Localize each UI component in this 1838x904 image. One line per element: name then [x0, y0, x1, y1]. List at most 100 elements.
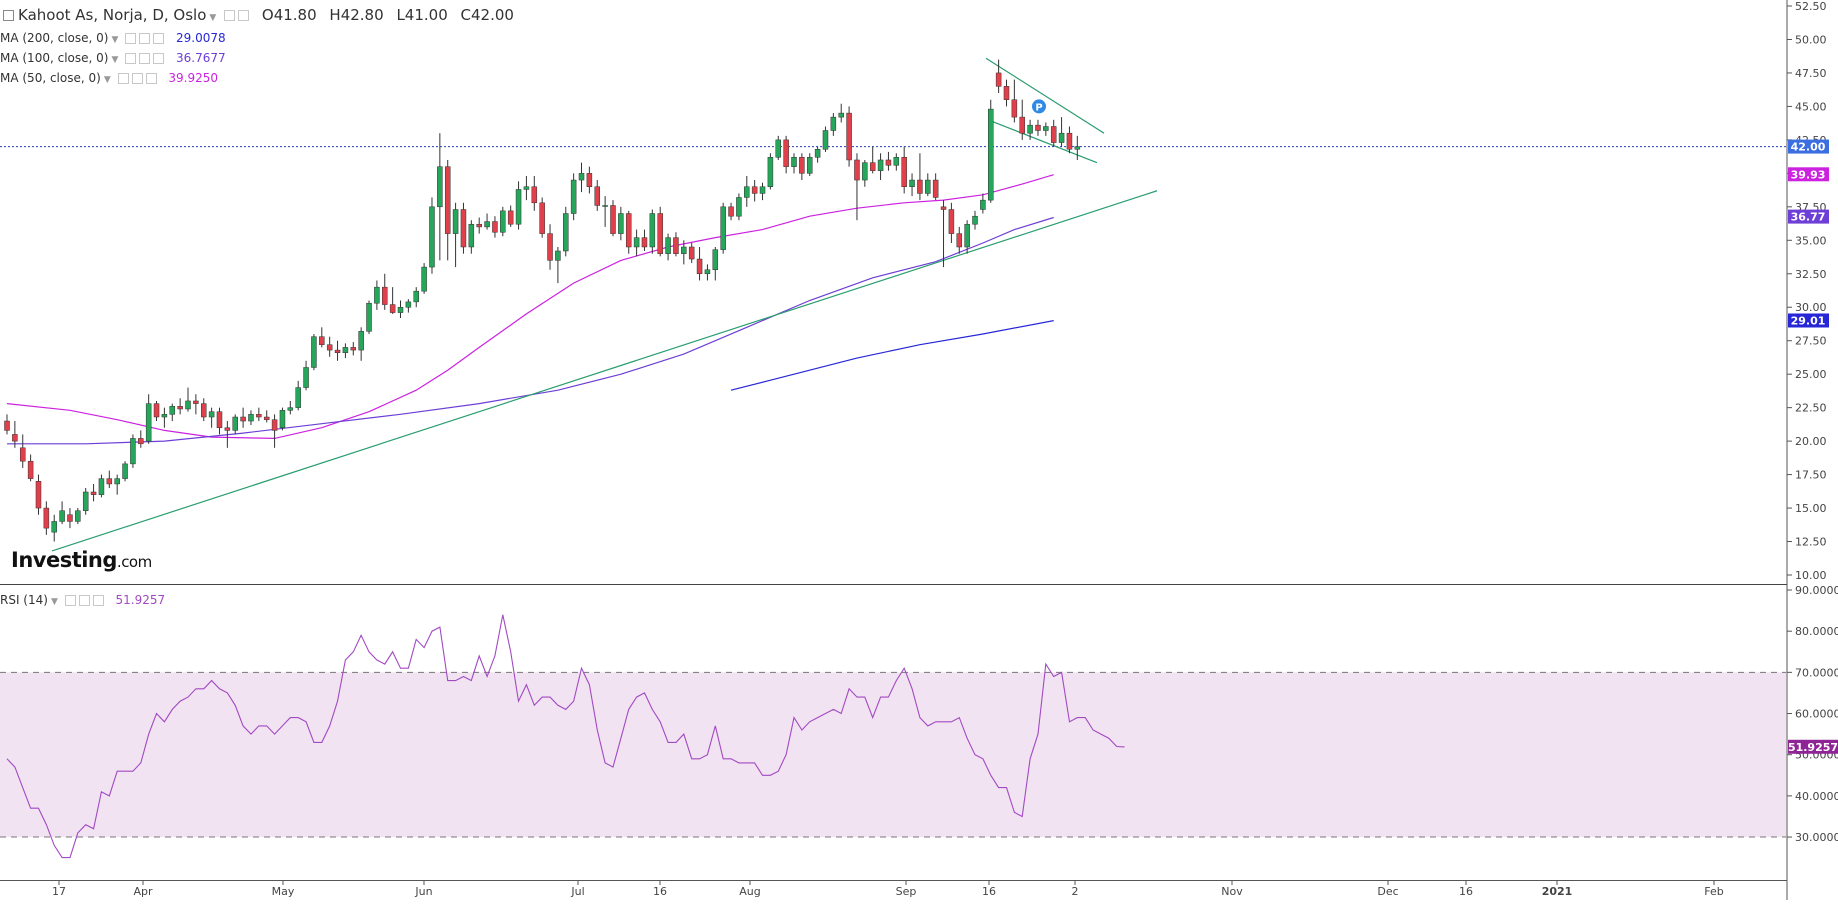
eye-icon[interactable]	[64, 595, 76, 606]
eye-icon[interactable]	[125, 53, 137, 64]
candle-body	[484, 221, 490, 228]
candle-body	[822, 130, 829, 150]
candle-body	[421, 266, 427, 292]
pattern-marker-icon	[1032, 99, 1046, 114]
candle-body	[271, 419, 278, 431]
candle-body	[75, 510, 81, 522]
candle-body	[649, 213, 656, 248]
chevron-down-icon[interactable]: ▼	[111, 35, 119, 45]
candle-body	[712, 249, 719, 270]
candle-body	[744, 186, 750, 198]
wedge-lower-line	[987, 119, 1098, 164]
close-icon[interactable]	[145, 73, 157, 84]
candle-body	[114, 478, 120, 485]
candle-body	[476, 223, 482, 228]
ma50-legend: MA (50, close, 0) ▼ 39.9250	[0, 71, 218, 85]
candle-body	[673, 237, 679, 254]
ma100-legend: MA (100, close, 0) ▼ 36.7677	[0, 51, 226, 65]
time-tick-label: 16	[1459, 885, 1473, 898]
time-tick-label: Jul	[570, 885, 584, 898]
close-icon[interactable]	[153, 53, 165, 64]
time-tick-label: 16	[982, 885, 996, 898]
rsi-badge	[1788, 739, 1838, 754]
candle-body	[657, 213, 663, 254]
settings-icon[interactable]	[139, 53, 151, 64]
time-tick-label: 16	[653, 885, 667, 898]
candle-body	[43, 507, 50, 529]
settings-icon[interactable]	[238, 10, 250, 21]
candle-body	[35, 481, 42, 509]
candle-body	[232, 416, 238, 431]
candle-body	[570, 179, 577, 214]
price-tick-label: 32.50	[1795, 268, 1827, 281]
price-tick-label: 12.50	[1795, 536, 1827, 549]
rsi-tick-label: 40.0000	[1795, 790, 1838, 803]
close-icon[interactable]	[153, 33, 165, 44]
candle-body	[82, 491, 89, 511]
logo-brand: Investing	[11, 548, 117, 572]
candle-body	[901, 157, 907, 187]
chevron-down-icon[interactable]: ▼	[50, 597, 58, 607]
eye-icon[interactable]	[117, 73, 129, 84]
price-tick-label: 10.00	[1795, 569, 1827, 582]
rsi-tick-label: 70.0000	[1795, 666, 1838, 679]
chevron-down-icon[interactable]: ▼	[209, 13, 217, 23]
candle-body	[193, 400, 199, 404]
rsi-line	[6, 614, 1125, 859]
rsi-value: 51.9257	[115, 593, 166, 607]
time-tick-label: 2	[1072, 885, 1079, 898]
candle-body	[917, 179, 923, 194]
candle-body	[594, 186, 600, 206]
candle-body	[382, 286, 388, 305]
ma100-value: 36.7677	[176, 51, 226, 65]
candle-body	[374, 286, 380, 304]
price-badge-label: 29.01	[1791, 314, 1826, 327]
time-tick-label: Apr	[133, 885, 153, 898]
rsi-band	[0, 672, 1786, 838]
candle-body	[177, 406, 183, 410]
candle-body	[326, 344, 333, 351]
instrument-title: Kahoot As, Norja, D, Oslo	[18, 6, 207, 24]
ma200-value: 29.0078	[176, 31, 226, 45]
candle-body	[806, 157, 813, 174]
settings-icon[interactable]	[131, 73, 143, 84]
settings-icon[interactable]	[139, 33, 151, 44]
logo-suffix: .com	[116, 553, 152, 571]
candle-body	[783, 139, 789, 167]
candle-body	[201, 403, 207, 418]
candle-body	[342, 347, 349, 354]
candle-body	[460, 209, 467, 248]
price-tick-label: 47.50	[1795, 67, 1827, 80]
candle-body	[854, 159, 860, 181]
candle-body	[279, 410, 286, 428]
candle-body	[641, 237, 648, 248]
candle-body	[704, 269, 711, 275]
candle-body	[948, 209, 955, 234]
close-value: C42.00	[460, 6, 514, 24]
candle-body	[303, 367, 309, 388]
candle-body	[830, 116, 837, 131]
chevron-down-icon[interactable]: ▼	[111, 55, 119, 65]
candle-body	[295, 387, 301, 408]
time-tick-label: Feb	[1704, 885, 1723, 898]
chevron-down-icon[interactable]: ▼	[103, 75, 111, 85]
candle-body	[389, 304, 396, 313]
rsi-badge-label: 51.9257	[1788, 741, 1838, 754]
candle-body	[138, 438, 144, 445]
close-icon[interactable]	[92, 595, 104, 606]
candle-body	[145, 403, 152, 442]
candle-body	[775, 139, 782, 158]
time-tick-label: Sep	[896, 885, 917, 898]
eye-icon[interactable]	[125, 33, 137, 44]
collapse-toggle-icon[interactable]	[3, 10, 14, 21]
eye-icon[interactable]	[224, 10, 236, 21]
ma100-label: MA (100, close, 0)	[0, 51, 109, 65]
candle-body	[515, 189, 522, 225]
price-badge	[1788, 209, 1829, 224]
pattern-marker-label: P	[1035, 102, 1042, 113]
time-tick-label: Dec	[1377, 885, 1398, 898]
price-badge	[1788, 313, 1829, 328]
settings-icon[interactable]	[78, 595, 90, 606]
